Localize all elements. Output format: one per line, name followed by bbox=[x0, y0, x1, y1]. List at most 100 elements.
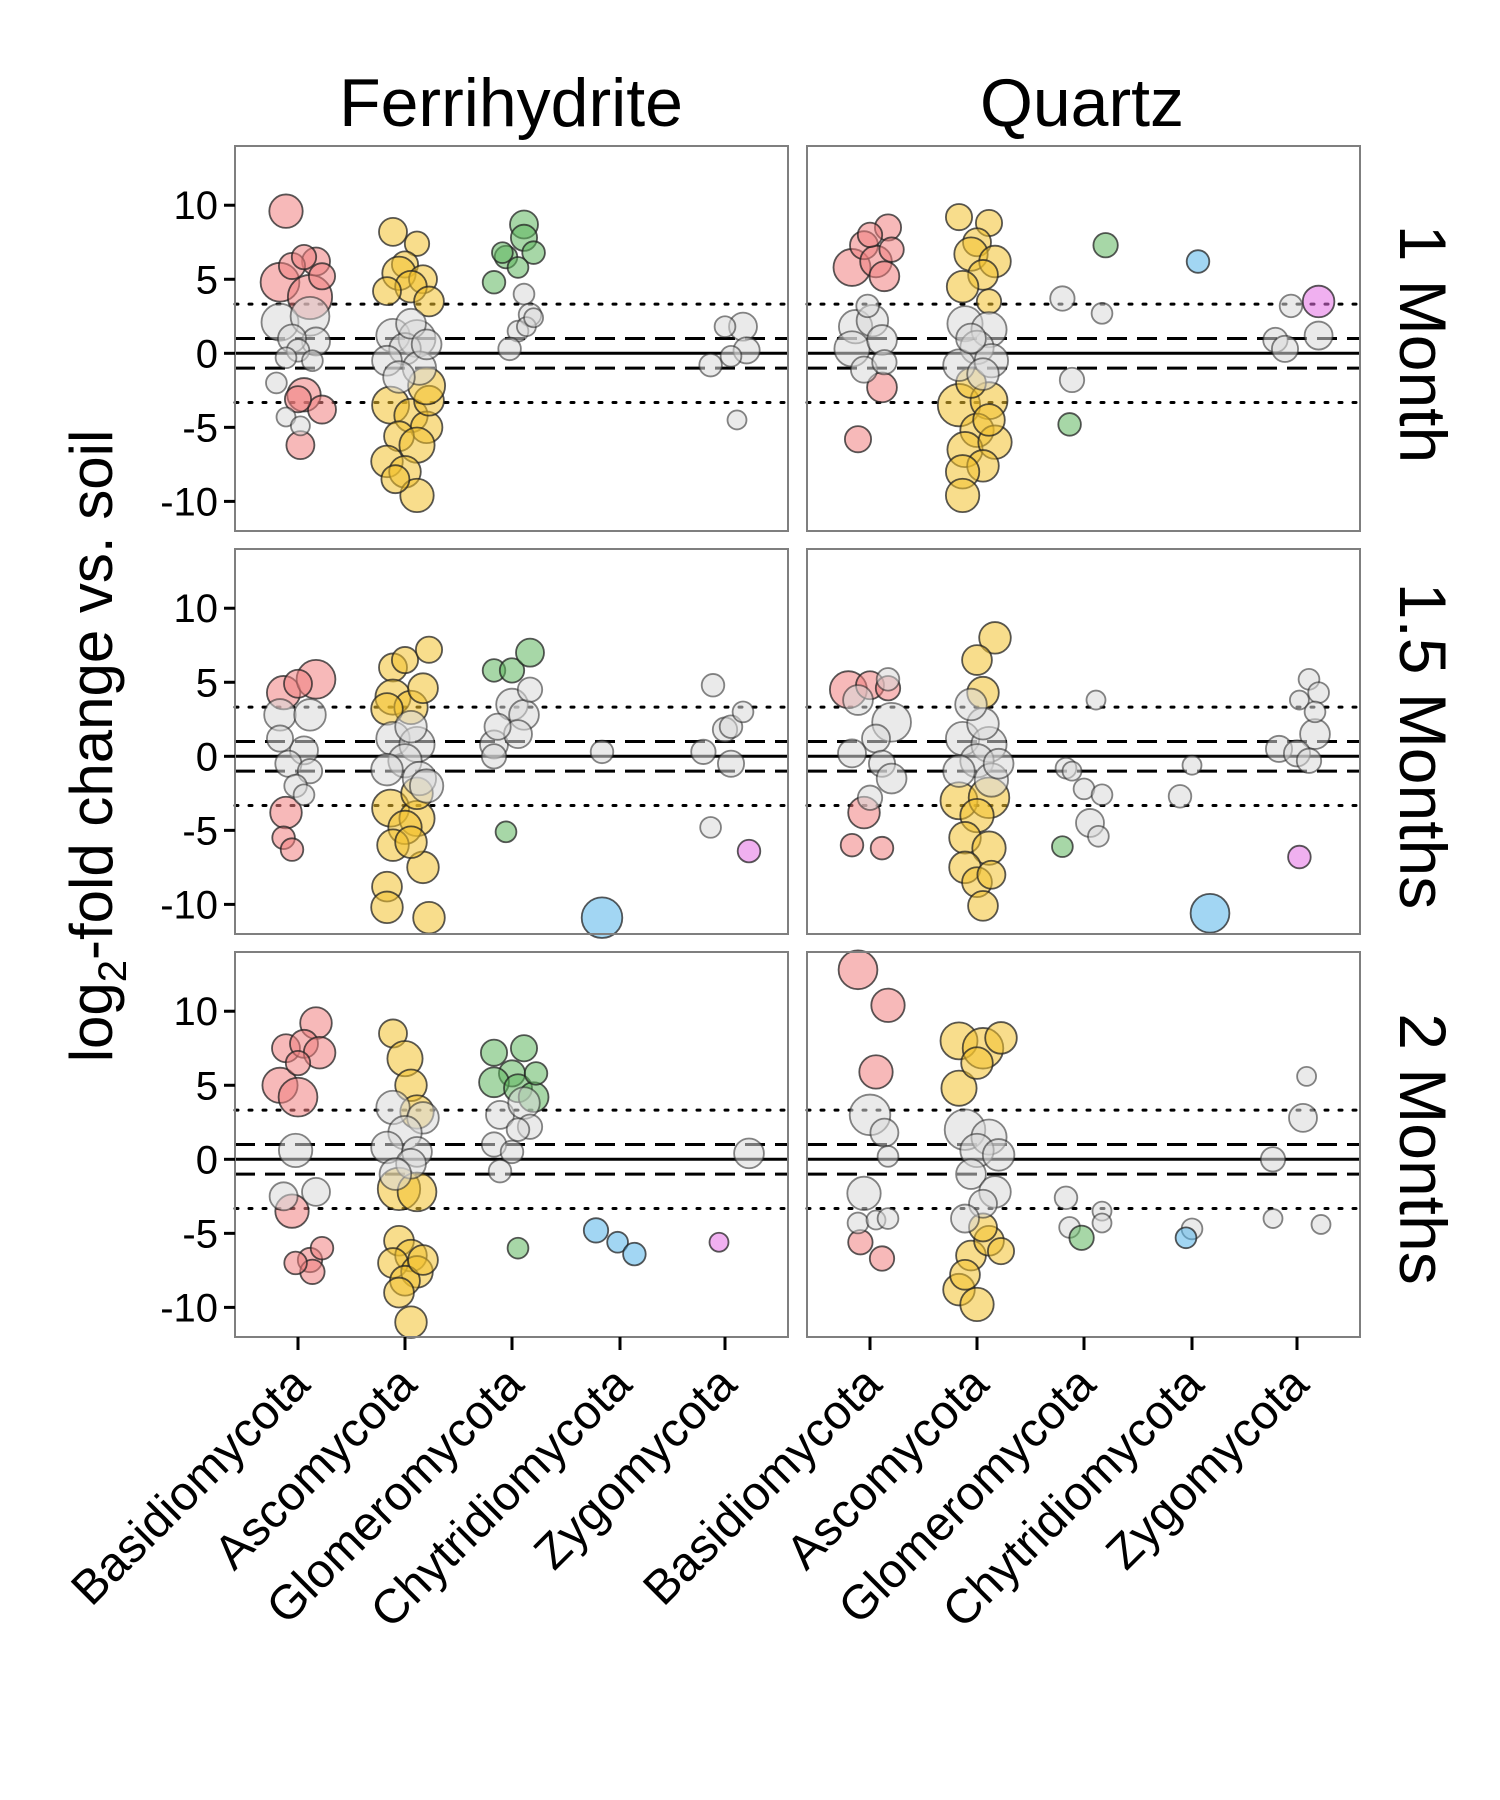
data-point-ascomycota-significant bbox=[940, 1069, 978, 1107]
y-tick-label: -5 bbox=[182, 406, 218, 450]
data-point-chytridiomycota-significant bbox=[606, 1230, 629, 1254]
data-point-ascomycota-significant bbox=[399, 477, 435, 514]
y-tick-label: -10 bbox=[160, 883, 218, 927]
data-point-chytridiomycota-not-significant bbox=[1181, 754, 1203, 776]
data-point-basidiomycota-not-significant bbox=[274, 346, 298, 370]
panel-ferrihydrite-1-month bbox=[233, 145, 790, 532]
data-point-zygomycota-not-significant bbox=[1278, 293, 1304, 319]
data-point-ascomycota-significant bbox=[383, 1276, 415, 1309]
data-point-basidiomycota-not-significant bbox=[268, 1181, 299, 1212]
data-point-basidiomycota-not-significant bbox=[301, 1176, 331, 1207]
data-point-ascomycota-not-significant bbox=[382, 360, 416, 394]
data-point-basidiomycota-not-significant bbox=[842, 684, 874, 716]
data-point-ascomycota-significant bbox=[372, 276, 402, 307]
data-point-glomeromycota-significant bbox=[481, 270, 507, 295]
data-point-basidiomycota-significant bbox=[844, 425, 873, 454]
data-point-basidiomycota-significant bbox=[283, 1250, 308, 1276]
data-point-basidiomycota-not-significant bbox=[301, 349, 324, 373]
data-point-basidiomycota-not-significant bbox=[292, 783, 316, 807]
data-point-glomeromycota-significant bbox=[506, 256, 530, 279]
data-point-ascomycota-significant bbox=[370, 890, 404, 925]
y-tick-label: -10 bbox=[160, 1286, 218, 1330]
data-point-glomeromycota-significant bbox=[494, 820, 518, 844]
data-point-basidiomycota-not-significant bbox=[293, 698, 327, 732]
data-point-basidiomycota-significant bbox=[268, 193, 304, 229]
data-point-zygomycota-significant bbox=[708, 1231, 730, 1253]
data-point-ascomycota-not-significant bbox=[966, 357, 1000, 391]
data-point-glomeromycota-significant bbox=[521, 240, 546, 265]
data-point-glomeromycota-not-significant bbox=[499, 1139, 525, 1165]
data-point-ascomycota-not-significant bbox=[955, 1158, 987, 1190]
data-point-glomeromycota-not-significant bbox=[1085, 689, 1107, 711]
y-tick-label: -5 bbox=[182, 809, 218, 853]
data-point-glomeromycota-significant bbox=[1068, 1224, 1095, 1251]
column-title-ferrihydrite: Ferrihydrite bbox=[339, 65, 683, 141]
data-point-ascomycota-significant bbox=[976, 859, 1007, 890]
data-point-ascomycota-significant bbox=[380, 464, 411, 495]
y-tick-label: 10 bbox=[174, 587, 219, 631]
data-point-glomeromycota-significant bbox=[1051, 835, 1074, 858]
data-point-ascomycota-significant bbox=[978, 621, 1012, 655]
row-title-1-month: 1 Month bbox=[1386, 225, 1460, 463]
data-point-ascomycota-not-significant bbox=[410, 328, 443, 361]
data-point-glomeromycota-significant bbox=[509, 1034, 538, 1063]
data-point-chytridiomycota-significant bbox=[582, 1217, 610, 1244]
data-point-basidiomycota-not-significant bbox=[846, 1211, 870, 1235]
data-point-basidiomycota-significant bbox=[858, 1054, 894, 1090]
data-point-ascomycota-not-significant bbox=[950, 1203, 980, 1234]
row-title-2-months: 2 Months bbox=[1386, 1013, 1460, 1284]
data-point-ascomycota-significant bbox=[972, 403, 1006, 437]
y-tick-label: 5 bbox=[196, 661, 218, 705]
data-point-ascomycota-not-significant bbox=[942, 754, 976, 788]
data-point-basidiomycota-not-significant bbox=[846, 1175, 882, 1211]
data-point-glomeromycota-not-significant bbox=[1049, 285, 1076, 312]
y-axes-group: -10 -5 0 5 10 -10 -5 0 5 10 -10 -5 0 5 10 bbox=[160, 184, 235, 1330]
data-point-glomeromycota-significant bbox=[491, 241, 514, 264]
data-point-basidiomycota-significant bbox=[878, 236, 905, 263]
data-point-ascomycota-significant bbox=[960, 1046, 994, 1080]
data-point-basidiomycota-significant bbox=[307, 262, 336, 291]
data-point-ascomycota-not-significant bbox=[954, 687, 988, 722]
x-axes-group: BasidiomycotaAscomycotaGlomeromycotaChyt… bbox=[62, 1337, 1319, 1638]
data-point-zygomycota-not-significant bbox=[731, 700, 755, 724]
panel-border bbox=[234, 145, 789, 532]
data-point-zygomycota-not-significant bbox=[719, 344, 743, 368]
data-point-zygomycota-not-significant bbox=[733, 1137, 765, 1170]
data-point-ascomycota-significant bbox=[414, 635, 443, 664]
data-point-ascomycota-significant bbox=[394, 825, 428, 859]
data-point-basidiomycota-significant bbox=[283, 385, 312, 414]
data-point-ascomycota-significant bbox=[967, 890, 999, 922]
data-point-ascomycota-significant bbox=[959, 1286, 995, 1323]
data-point-chytridiomycota-not-significant bbox=[589, 739, 615, 765]
data-point-zygomycota-not-significant bbox=[1295, 747, 1323, 774]
data-point-basidiomycota-not-significant bbox=[876, 1207, 900, 1230]
data-point-glomeromycota-not-significant bbox=[1091, 1212, 1113, 1234]
data-point-glomeromycota-not-significant bbox=[480, 743, 508, 770]
data-point-chytridiomycota-significant bbox=[1174, 1226, 1198, 1250]
data-point-ascomycota-significant bbox=[407, 1244, 439, 1276]
data-point-basidiomycota-not-significant bbox=[289, 415, 311, 437]
data-point-glomeromycota-not-significant bbox=[497, 336, 522, 362]
data-point-basidiomycota-not-significant bbox=[875, 667, 901, 692]
data-point-glomeromycota-not-significant bbox=[483, 712, 512, 741]
data-point-zygomycota-not-significant bbox=[1296, 1065, 1317, 1087]
data-point-basidiomycota-significant bbox=[309, 1235, 335, 1261]
data-point-glomeromycota-significant bbox=[1092, 232, 1119, 259]
panel-quartz-2-months bbox=[805, 949, 1362, 1338]
data-point-basidiomycota-significant bbox=[868, 1245, 896, 1272]
data-point-basidiomycota-not-significant bbox=[277, 1132, 314, 1169]
y-axis-title-log: log bbox=[58, 982, 125, 1062]
y-tick-label: 0 bbox=[196, 1138, 218, 1182]
data-point-ascomycota-not-significant bbox=[981, 1138, 1016, 1172]
y-tick-label: 5 bbox=[196, 1064, 218, 1108]
data-point-zygomycota-not-significant bbox=[1303, 700, 1327, 724]
data-point-basidiomycota-not-significant bbox=[861, 723, 891, 754]
y-axis-title-subscript: 2 bbox=[91, 960, 135, 982]
data-point-ascomycota-significant bbox=[412, 901, 446, 935]
data-point-basidiomycota-significant bbox=[870, 987, 906, 1023]
data-point-zygomycota-not-significant bbox=[713, 315, 737, 338]
data-point-zygomycota-significant bbox=[1301, 284, 1336, 319]
panels-group bbox=[233, 145, 1362, 1339]
data-point-ascomycota-significant bbox=[407, 672, 439, 704]
y-tick-label: 0 bbox=[196, 735, 218, 779]
